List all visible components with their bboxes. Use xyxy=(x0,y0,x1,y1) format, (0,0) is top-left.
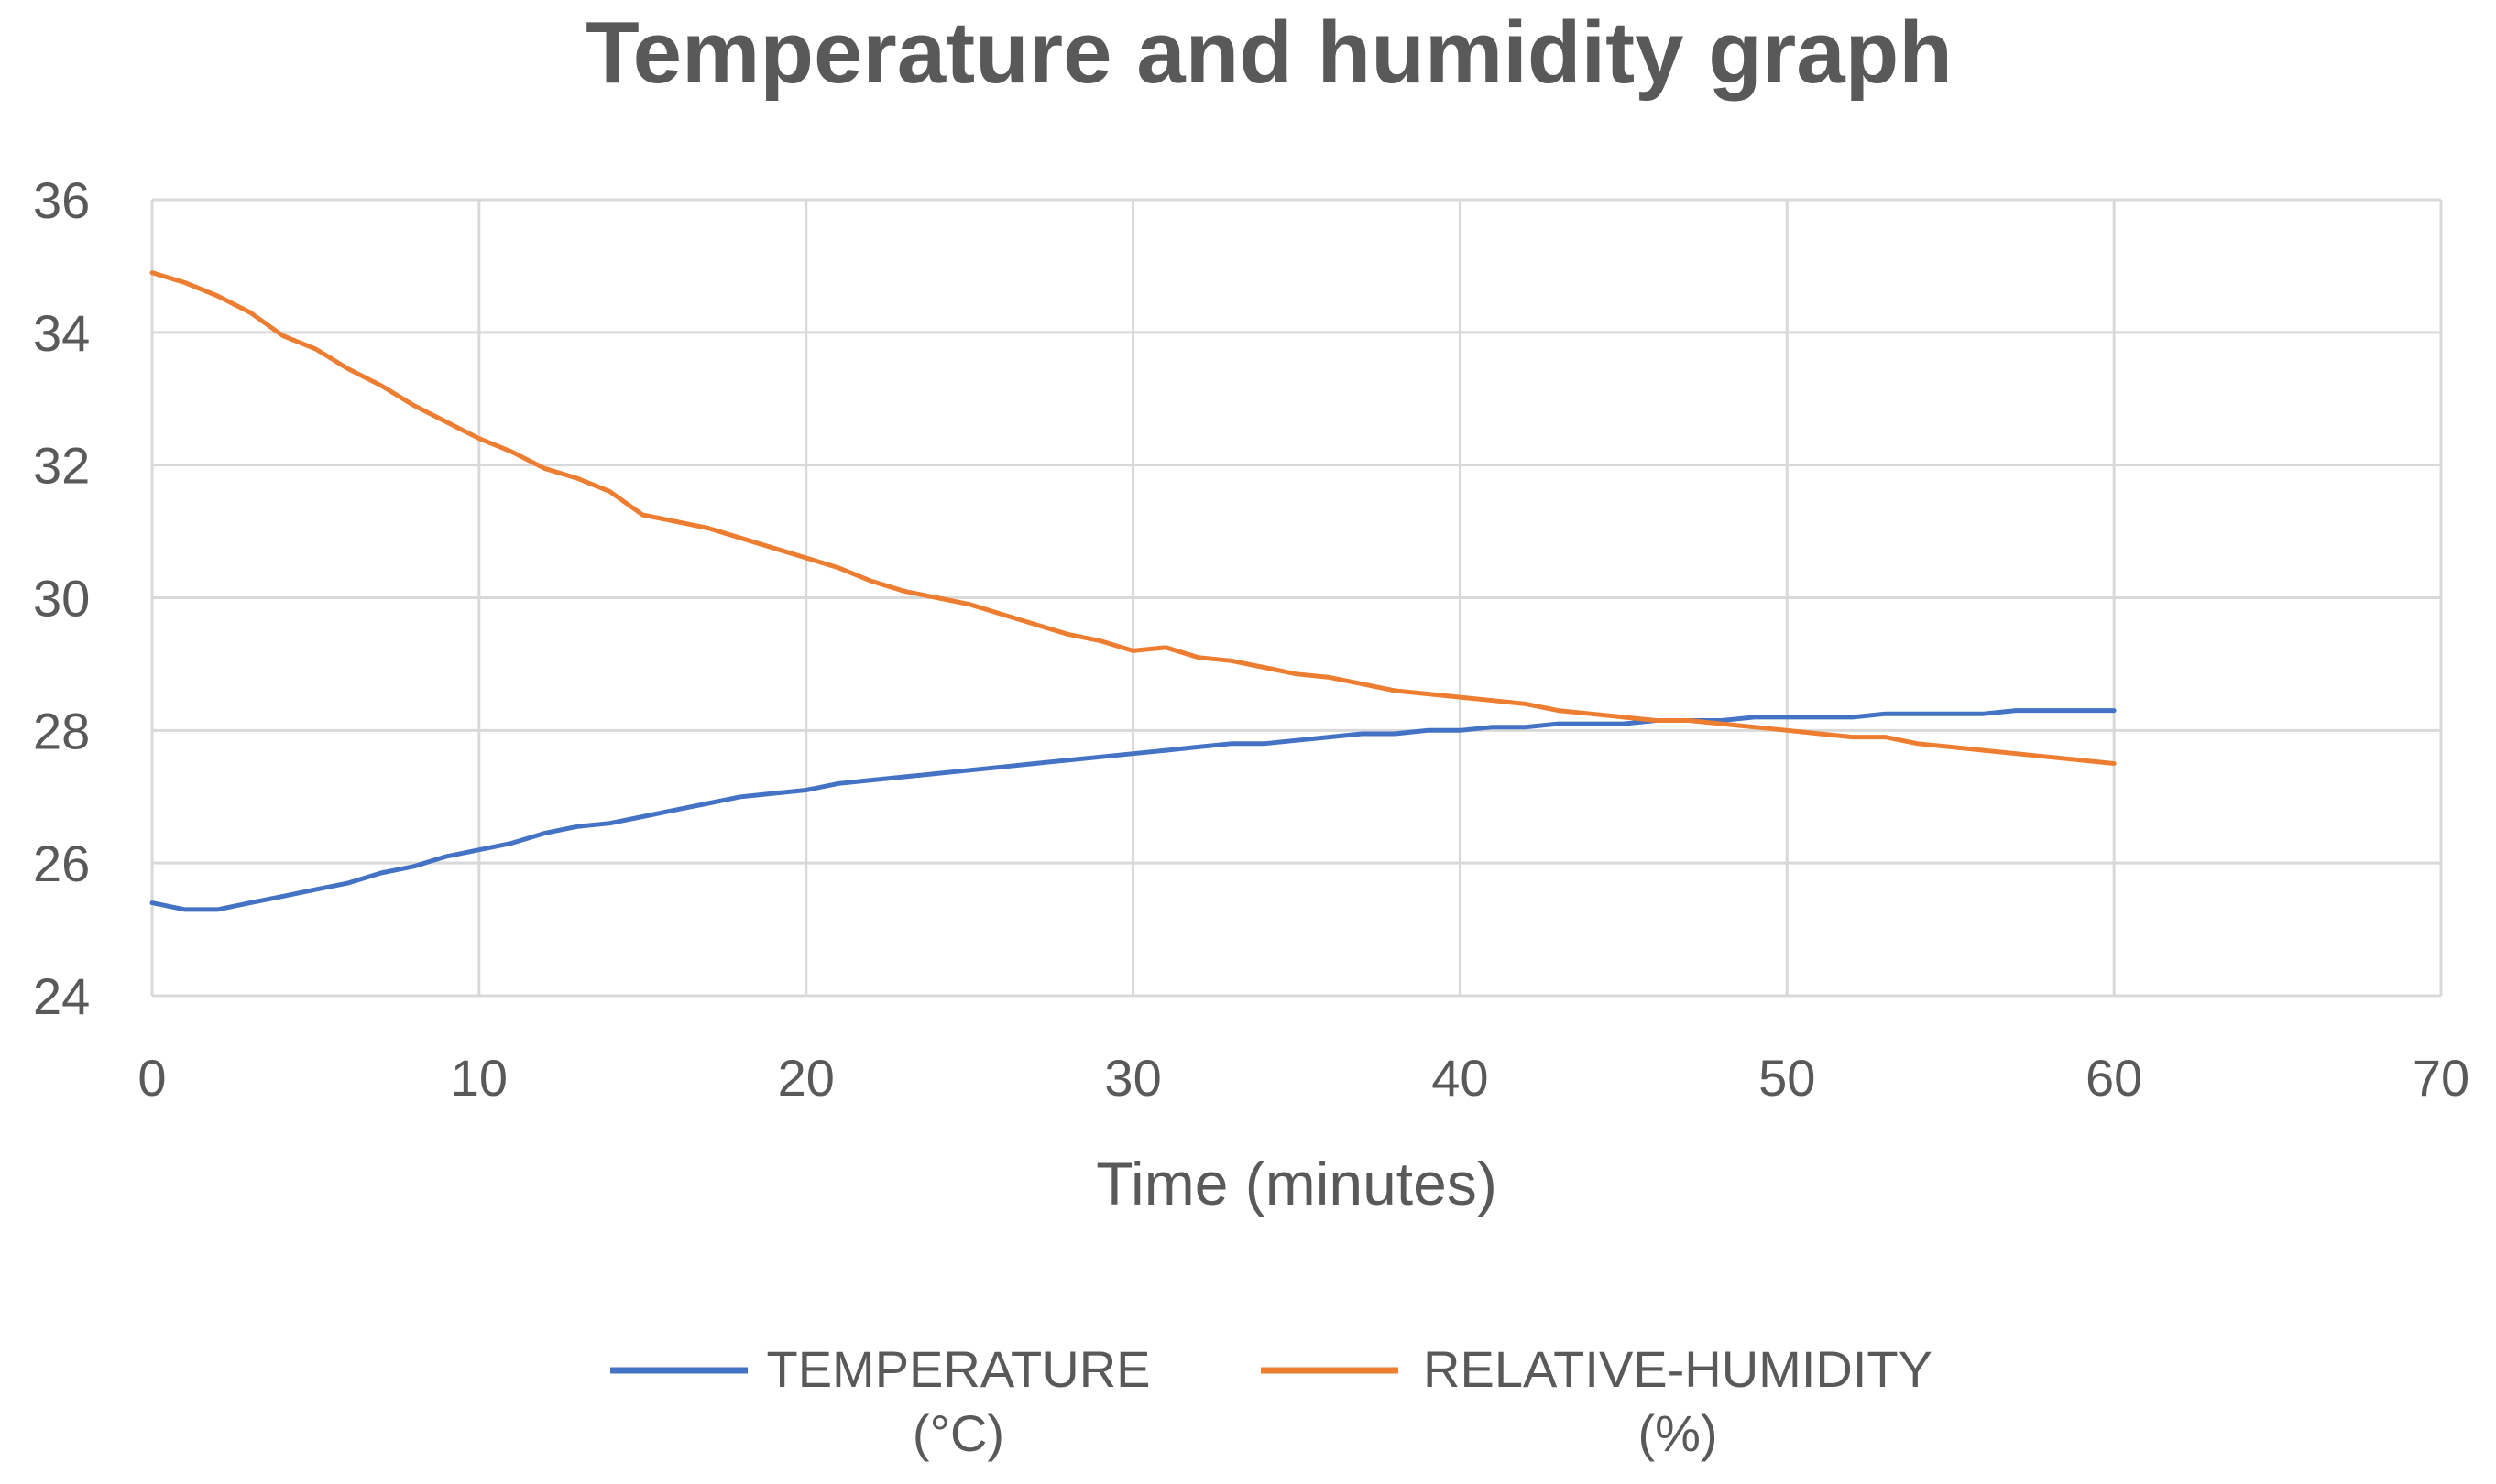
y-tick-label: 32 xyxy=(33,437,90,495)
series-lines xyxy=(149,270,2117,912)
y-tick-label: 34 xyxy=(33,304,90,362)
x-tick-label: 60 xyxy=(2085,1049,2142,1107)
x-tick-label: 10 xyxy=(451,1049,508,1107)
series-line-temperature xyxy=(149,708,2117,912)
x-axis-title: Time (minutes) xyxy=(1096,1150,1497,1217)
gridlines xyxy=(150,198,2443,998)
x-tick-label: 40 xyxy=(1431,1049,1488,1107)
legend-label-temperature: TEMPERATURE xyxy=(767,1340,1151,1398)
x-tick-label: 50 xyxy=(1758,1049,1815,1107)
x-tick-label: 20 xyxy=(778,1049,835,1107)
y-tick-label: 28 xyxy=(33,702,90,759)
x-tick-label: 70 xyxy=(2413,1049,2469,1107)
legend-unit-relative-humidity: (%) xyxy=(1637,1404,1717,1462)
tick-labels: 24 26 28 30 32 34 36 0 10 20 30 40 50 60 70 xyxy=(33,171,2469,1107)
legend-label-relative-humidity: RELATIVE-HUMIDITY xyxy=(1423,1340,1932,1398)
chart-title: Temperature and humidity graph xyxy=(586,4,1953,102)
x-tick-label: 30 xyxy=(1104,1049,1161,1107)
legend-unit-temperature: (°C) xyxy=(913,1404,1004,1462)
y-tick-label: 36 xyxy=(33,171,90,229)
y-tick-label: 24 xyxy=(33,967,90,1025)
legend[interactable]: TEMPERATURE (°C) RELATIVE-HUMIDITY (%) xyxy=(610,1340,1932,1462)
y-tick-label: 26 xyxy=(33,835,90,892)
y-tick-label: 30 xyxy=(33,570,90,627)
series-line-relative-humidity xyxy=(149,270,2117,766)
x-tick-label: 0 xyxy=(137,1049,166,1107)
